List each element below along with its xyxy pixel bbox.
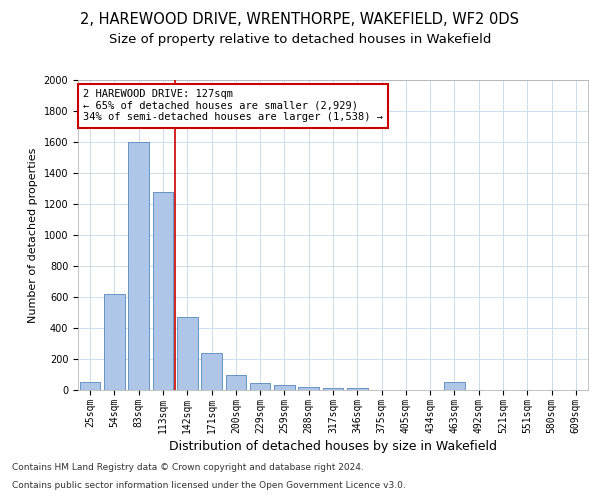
Bar [298,387,319,390]
Text: 2, HAREWOOD DRIVE, WRENTHORPE, WAKEFIELD, WF2 0DS: 2, HAREWOOD DRIVE, WRENTHORPE, WAKEFIELD… [80,12,520,28]
Bar [201,353,222,390]
Text: Contains public sector information licensed under the Open Government Licence v3: Contains public sector information licen… [12,481,406,490]
Text: Size of property relative to detached houses in Wakefield: Size of property relative to detached ho… [109,32,491,46]
Bar [128,142,149,390]
Bar [444,382,465,390]
Bar [177,317,197,390]
Y-axis label: Number of detached properties: Number of detached properties [28,148,38,322]
Bar [347,388,368,390]
Bar [250,383,271,390]
Bar [274,386,295,390]
Bar [323,388,343,390]
Text: Contains HM Land Registry data © Crown copyright and database right 2024.: Contains HM Land Registry data © Crown c… [12,464,364,472]
Text: 2 HAREWOOD DRIVE: 127sqm
← 65% of detached houses are smaller (2,929)
34% of sem: 2 HAREWOOD DRIVE: 127sqm ← 65% of detach… [83,90,383,122]
Bar [152,192,173,390]
Bar [226,374,246,390]
Bar [104,294,125,390]
Bar [80,382,100,390]
X-axis label: Distribution of detached houses by size in Wakefield: Distribution of detached houses by size … [169,440,497,453]
